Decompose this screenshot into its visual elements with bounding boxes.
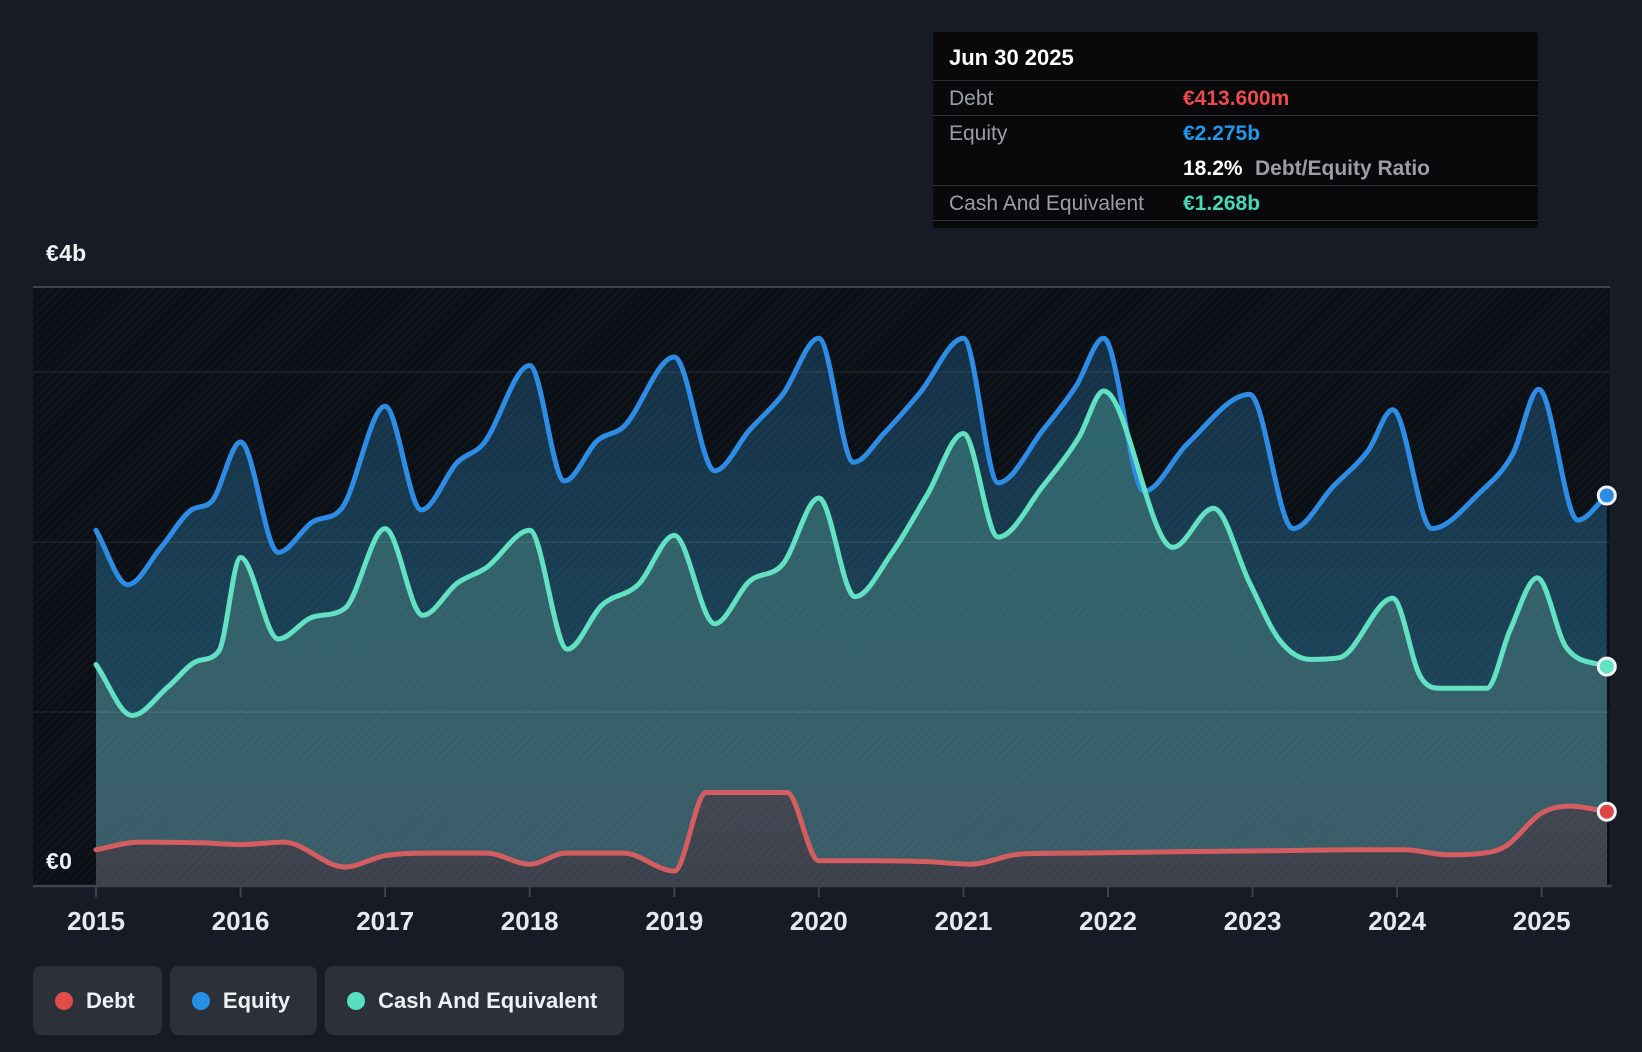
legend: Debt Equity Cash And Equivalent xyxy=(33,966,625,1035)
x-axis-year-label: 2018 xyxy=(500,906,559,936)
tooltip-cash-label: Cash And Equivalent xyxy=(949,192,1144,215)
tooltip-ratio-label: Debt/Equity Ratio xyxy=(1255,157,1431,180)
legend-equity-label: Equity xyxy=(222,987,291,1013)
x-axis-year-label: 2021 xyxy=(934,906,993,936)
tooltip-panel: Jun 30 2025 Debt €413.600m Equity €2.275… xyxy=(933,32,1538,228)
x-axis-year-label: 2017 xyxy=(356,906,415,936)
series-end-dot xyxy=(1596,801,1617,822)
legend-chip-cash[interactable]: Cash And Equivalent xyxy=(325,966,625,1035)
x-axis-year-label: 2019 xyxy=(645,906,704,936)
debt-legend-dot-icon xyxy=(55,991,73,1010)
tooltip-row-equity: Equity €2.275b xyxy=(933,116,1538,151)
legend-cash-label: Cash And Equivalent xyxy=(378,987,598,1013)
tooltip-debt-label: Debt xyxy=(949,87,994,110)
tooltip-date: Jun 30 2025 xyxy=(933,32,1538,81)
x-axis-year-label: 2022 xyxy=(1079,906,1137,936)
tooltip-equity-label: Equity xyxy=(949,122,1008,145)
series-end-dot xyxy=(1596,485,1617,506)
tooltip-row-cash: Cash And Equivalent €1.268b xyxy=(933,186,1538,221)
x-axis-year-label: 2015 xyxy=(67,906,125,936)
tooltip-row-ratio: 18.2% Debt/Equity Ratio xyxy=(933,151,1538,186)
tooltip-ratio-value: 18.2% xyxy=(1183,157,1243,180)
y-axis-label-zero: €0 xyxy=(46,848,73,874)
y-axis-label-max: €4b xyxy=(46,240,87,266)
tooltip-row-debt: Debt €413.600m xyxy=(933,81,1538,116)
x-axis-year-label: 2024 xyxy=(1368,906,1427,936)
x-axis-year-label: 2023 xyxy=(1223,906,1282,936)
tooltip-cash-value: €1.268b xyxy=(1183,192,1261,215)
tooltip-equity-value: €2.275b xyxy=(1183,122,1261,145)
series-end-dot xyxy=(1596,656,1617,677)
x-axis-year-label: 2025 xyxy=(1512,906,1571,936)
x-axis-year-label: 2016 xyxy=(211,906,270,936)
x-axis-year-label: 2020 xyxy=(789,906,848,936)
equity-legend-dot-icon xyxy=(191,991,210,1010)
legend-debt-label: Debt xyxy=(86,987,135,1013)
legend-chip-equity[interactable]: Equity xyxy=(169,966,318,1035)
tooltip-debt-value: €413.600m xyxy=(1183,87,1290,110)
cash-legend-dot-icon xyxy=(347,991,366,1010)
legend-chip-debt[interactable]: Debt xyxy=(33,966,162,1035)
